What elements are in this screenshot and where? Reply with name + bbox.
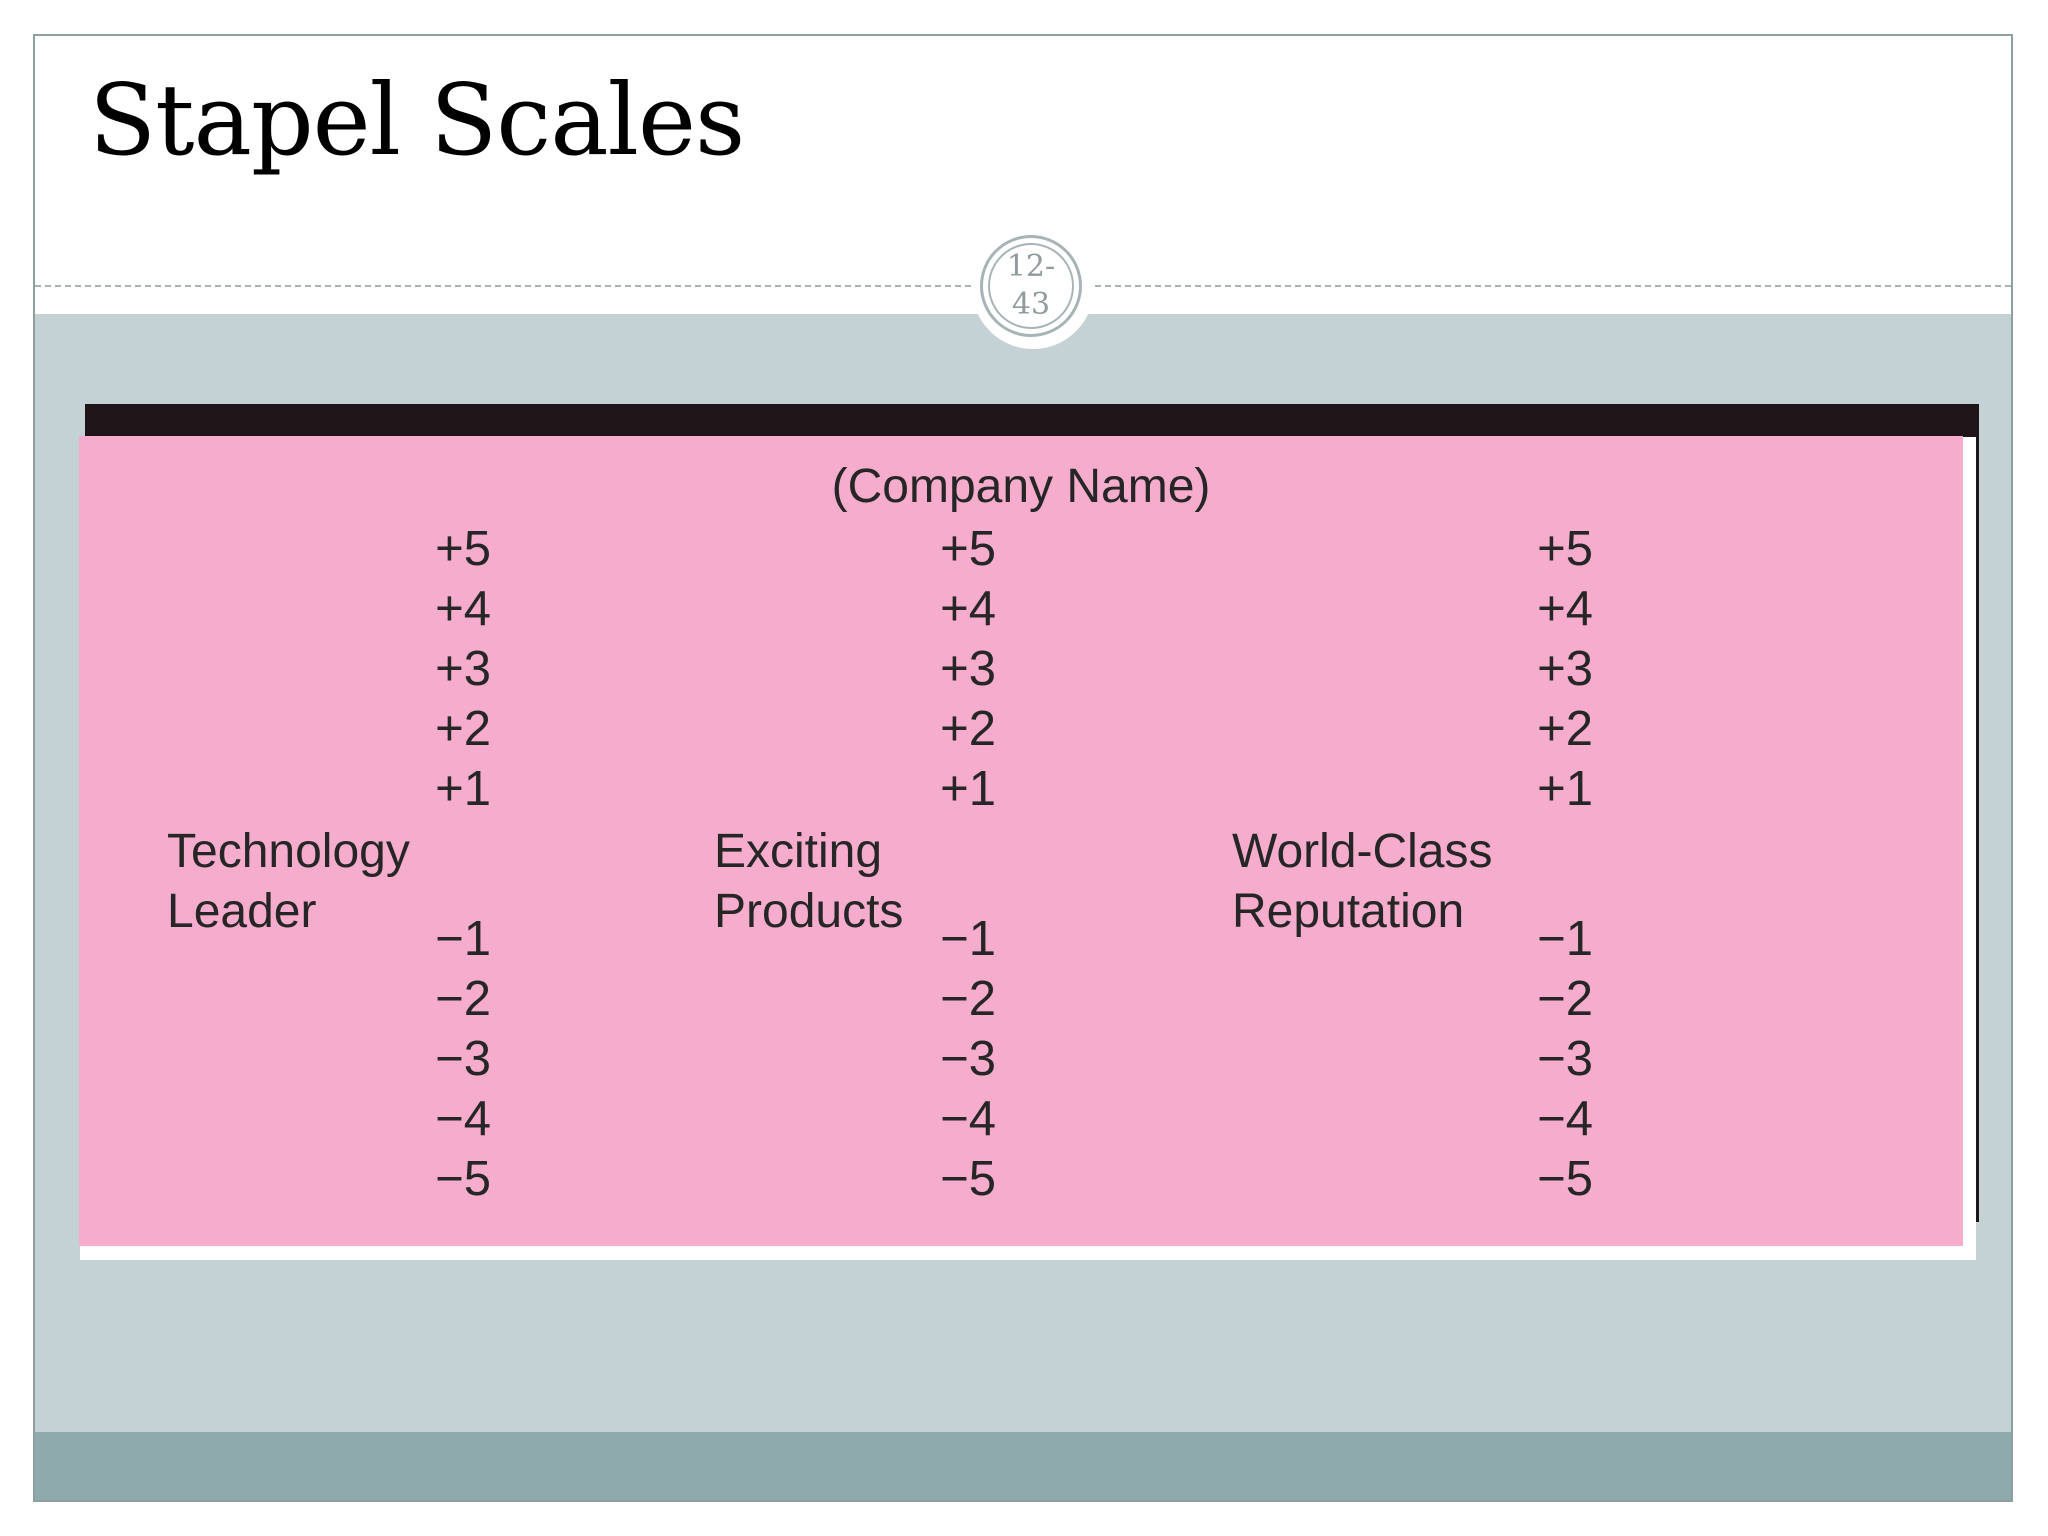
scale-value: +2 [1537, 702, 1593, 756]
scale-value: +1 [1537, 762, 1593, 816]
scale-value: +2 [435, 702, 491, 756]
scale-value: −4 [435, 1092, 491, 1146]
scale-value: −1 [1537, 912, 1593, 966]
scale-value: +2 [940, 702, 996, 756]
scale-value: −1 [435, 912, 491, 966]
scale-value: −2 [1537, 972, 1593, 1026]
scale-value: −5 [435, 1152, 491, 1206]
scale-value: −5 [940, 1152, 996, 1206]
attribute-line: Technology [167, 825, 410, 878]
scale-value: −1 [940, 912, 996, 966]
scale-value: +4 [435, 582, 491, 636]
scale-value: +4 [940, 582, 996, 636]
scale-value: +5 [940, 522, 996, 576]
attribute-label-exciting-products: Exciting Products [714, 822, 903, 942]
scale-value: −3 [940, 1032, 996, 1086]
scale-value: +4 [1537, 582, 1593, 636]
attribute-label-world-class-reputation: World-Class Reputation [1232, 822, 1492, 942]
page-number-badge: 12- 43 [972, 227, 1094, 349]
scale-value: −2 [435, 972, 491, 1026]
page-number-line2: 43 [1011, 287, 1051, 322]
attribute-line: World-Class [1232, 825, 1493, 878]
badge-ring: 12- 43 [980, 235, 1082, 337]
badge-inner: 12- 43 [988, 243, 1074, 329]
attribute-line: Products [714, 885, 904, 938]
scale-value: +5 [1537, 522, 1593, 576]
scale-exciting-products-values: +5 +4 +3 +2 +1 −1 −2 −3 −4 −5 [876, 519, 996, 1209]
footer-band [35, 1432, 2011, 1500]
scale-value: +5 [435, 522, 491, 576]
scale-value: +3 [940, 642, 996, 696]
scale-value: −4 [1537, 1092, 1593, 1146]
scale-value: −5 [1537, 1152, 1593, 1206]
scale-value: −3 [435, 1032, 491, 1086]
scale-value: −3 [1537, 1032, 1593, 1086]
attribute-line: Leader [167, 885, 317, 938]
scale-value: +1 [435, 762, 491, 816]
attribute-label-technology-leader: Technology Leader [167, 822, 410, 942]
scale-technology-leader-values: +5 +4 +3 +2 +1 −1 −2 −3 −4 −5 [371, 519, 491, 1209]
scale-value: +3 [1537, 642, 1593, 696]
scale-value: +3 [435, 642, 491, 696]
page-number-line1: 12- [1006, 249, 1056, 284]
stapel-scale-figure: (Company Name) +5 +4 +3 +2 +1 −1 −2 −3 −… [79, 436, 1963, 1246]
scale-value: −2 [940, 972, 996, 1026]
scale-value: +1 [940, 762, 996, 816]
slide-title: Stapel Scales [89, 64, 745, 178]
attribute-line: Exciting [714, 825, 883, 878]
scale-world-class-reputation-values: +5 +4 +3 +2 +1 −1 −2 −3 −4 −5 [1473, 519, 1593, 1209]
scale-value: −4 [940, 1092, 996, 1146]
company-name-label: (Company Name) [831, 460, 1211, 513]
attribute-line: Reputation [1232, 885, 1465, 938]
